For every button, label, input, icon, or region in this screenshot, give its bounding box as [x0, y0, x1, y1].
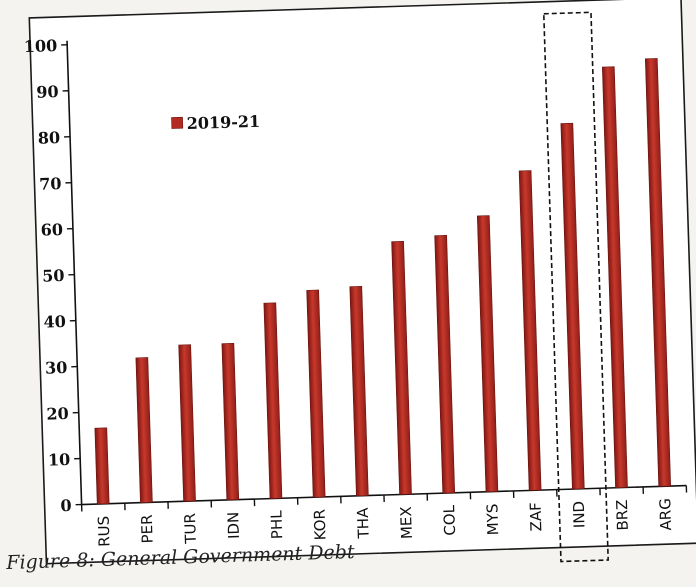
y-tick-label: 90 — [36, 82, 59, 102]
x-tick-label-kor: KOR — [311, 509, 330, 541]
x-tick-label-ind: IND — [570, 501, 589, 529]
legend-label: 2019-21 — [186, 112, 260, 133]
x-tick-label-tur: TUR — [181, 513, 200, 545]
y-tick-label: 80 — [38, 128, 61, 148]
bar-rus — [95, 428, 109, 504]
x-tick-label-idn: IDN — [224, 511, 243, 539]
y-tick-label: 100 — [23, 36, 57, 56]
x-tick-label-rus: RUS — [95, 516, 114, 547]
x-tick-label-col: COL — [440, 504, 459, 536]
x-tick-label-brz: BRZ — [613, 499, 632, 531]
x-tick-label-mex: MEX — [397, 506, 416, 539]
y-tick-label: 70 — [39, 174, 62, 194]
x-tick-label-tha: THA — [354, 507, 373, 540]
x-tick-label-zaf: ZAF — [527, 502, 546, 532]
y-tick-label: 40 — [43, 312, 66, 332]
x-tick-label-arg: ARG — [656, 498, 675, 531]
legend-swatch — [171, 117, 182, 128]
y-tick-label: 30 — [45, 358, 68, 378]
x-tick-label-phl: PHL — [267, 510, 286, 540]
y-tick-label: 60 — [40, 220, 63, 240]
x-tick-label-mys: MYS — [483, 503, 502, 535]
y-tick-label: 50 — [42, 266, 65, 286]
y-tick-label: 0 — [60, 496, 72, 515]
y-tick-label: 10 — [48, 450, 71, 470]
x-tick-label-per: PER — [138, 514, 157, 544]
y-tick-label: 20 — [46, 404, 69, 424]
